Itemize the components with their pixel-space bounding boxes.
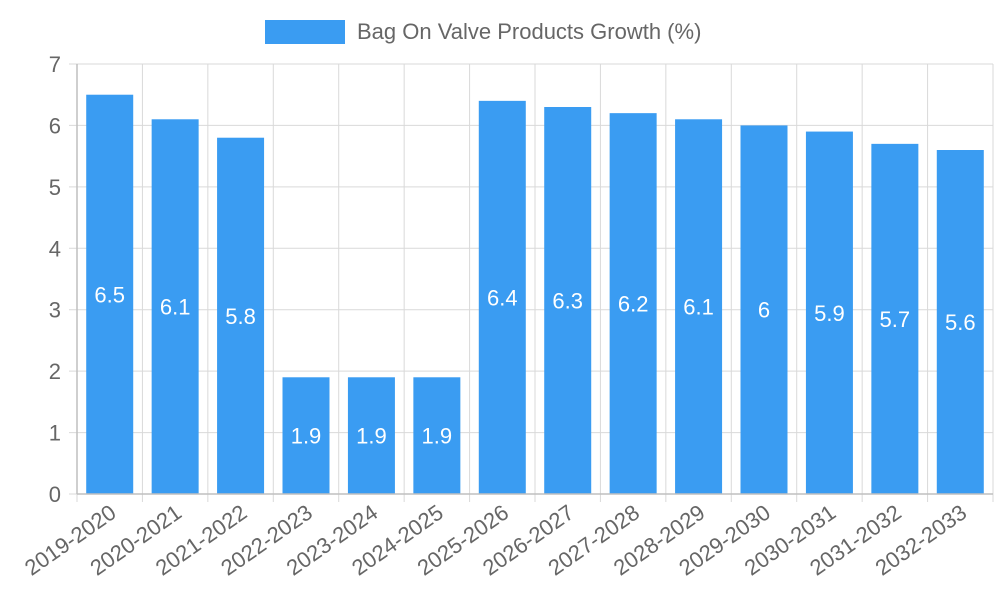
bar[interactable] [151,119,199,495]
bar[interactable] [282,377,330,494]
data-label: 6.5 [94,282,125,307]
data-label: 6 [758,298,770,323]
bar[interactable] [347,377,395,494]
y-tick-label: 1 [49,421,61,446]
data-label: 5.9 [814,301,845,326]
y-tick-label: 2 [49,359,61,384]
legend-swatch [265,20,345,44]
bar[interactable] [217,137,265,494]
data-label: 1.9 [291,424,322,449]
y-tick-label: 3 [49,298,61,323]
data-label: 6.4 [487,285,518,310]
data-label: 1.9 [356,424,387,449]
bar[interactable] [86,94,134,494]
bar[interactable] [413,377,461,494]
data-label: 6.2 [618,292,649,317]
grid-lines [69,63,994,502]
legend-label: Bag On Valve Products Growth (%) [357,19,701,44]
y-tick-label: 4 [49,236,61,261]
data-labels: 6.5 6.1 5.8 1.9 1.9 1.9 6.4 6.3 6.2 6.1 6 5.9 5.7 5.6 [94,282,975,448]
x-axis-ticks: 2019-20202020-20212021-20222022-20232023… [20,500,971,581]
data-label: 6.3 [552,289,583,314]
data-label: 5.7 [880,307,911,332]
legend[interactable]: Bag On Valve Products Growth (%) [265,19,701,44]
y-tick-label: 0 [49,482,61,507]
bar[interactable] [936,150,984,494]
axes [76,64,993,495]
bar[interactable] [609,113,657,495]
bar[interactable] [544,107,592,494]
bar[interactable] [740,125,788,494]
bars [86,94,984,495]
bar[interactable] [805,131,853,495]
y-tick-label: 5 [49,175,61,200]
bar[interactable] [871,143,919,494]
data-label: 6.1 [683,295,714,320]
data-label: 5.8 [225,304,256,329]
y-tick-label: 6 [49,113,61,138]
data-label: 5.6 [945,310,976,335]
bar[interactable] [675,119,723,495]
data-label: 6.1 [160,295,191,320]
data-label: 1.9 [422,424,453,449]
y-axis-ticks: 0 1 2 3 4 5 6 7 [49,52,61,507]
bar[interactable] [478,100,526,494]
y-tick-label: 7 [49,52,61,77]
